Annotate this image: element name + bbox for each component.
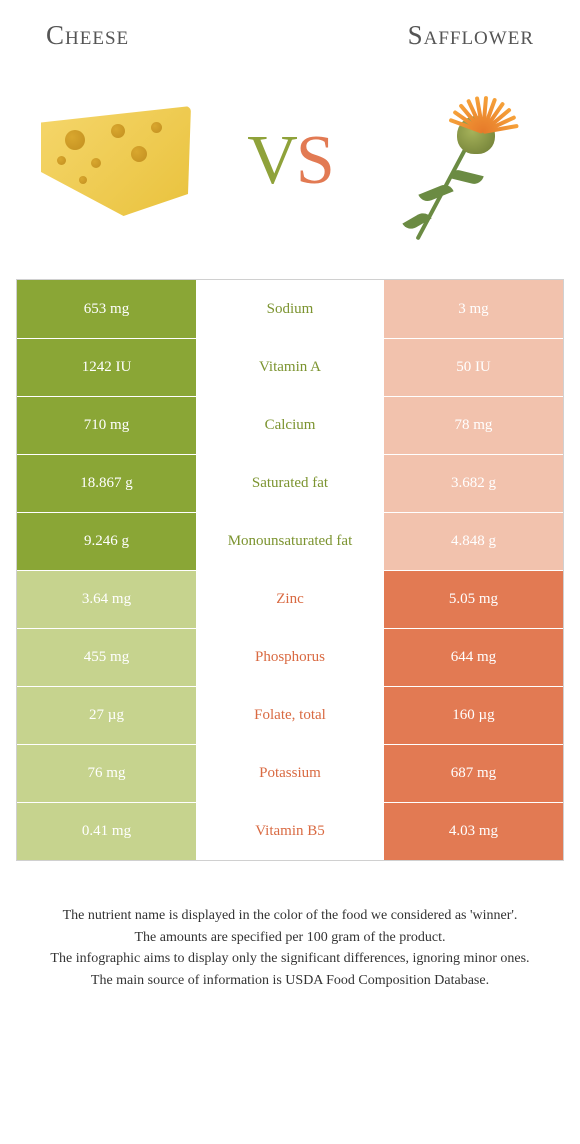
cheese-image xyxy=(26,76,206,246)
right-value-cell: 5.05 mg xyxy=(384,571,563,628)
footer-notes: The nutrient name is displayed in the co… xyxy=(16,905,564,1022)
nutrient-name-cell: Zinc xyxy=(196,571,384,628)
nutrient-name-cell: Vitamin B5 xyxy=(196,803,384,860)
nutrient-name-cell: Monounsaturated fat xyxy=(196,513,384,570)
vs-label: VS xyxy=(247,121,333,201)
nutrient-name-cell: Folate, total xyxy=(196,687,384,744)
table-row: 710 mgCalcium78 mg xyxy=(17,396,563,454)
safflower-image xyxy=(374,76,554,246)
left-value-cell: 455 mg xyxy=(17,629,196,686)
vs-s: S xyxy=(296,122,333,199)
hero-row: VS xyxy=(16,71,564,251)
left-value-cell: 653 mg xyxy=(17,280,196,338)
table-row: 3.64 mgZinc5.05 mg xyxy=(17,570,563,628)
right-value-cell: 160 µg xyxy=(384,687,563,744)
table-row: 9.246 gMonounsaturated fat4.848 g xyxy=(17,512,563,570)
footer-line: The amounts are specified per 100 gram o… xyxy=(28,927,552,949)
table-row: 18.867 gSaturated fat3.682 g xyxy=(17,454,563,512)
left-value-cell: 9.246 g xyxy=(17,513,196,570)
right-value-cell: 4.848 g xyxy=(384,513,563,570)
table-row: 76 mgPotassium687 mg xyxy=(17,744,563,802)
left-food-title: Cheese xyxy=(46,20,129,51)
left-value-cell: 76 mg xyxy=(17,745,196,802)
vs-v: V xyxy=(247,122,296,199)
left-value-cell: 27 µg xyxy=(17,687,196,744)
nutrient-name-cell: Sodium xyxy=(196,280,384,338)
left-value-cell: 18.867 g xyxy=(17,455,196,512)
header: Cheese Safflower xyxy=(16,20,564,51)
left-value-cell: 3.64 mg xyxy=(17,571,196,628)
comparison-table: 653 mgSodium3 mg1242 IUVitamin A50 IU710… xyxy=(16,279,564,861)
right-value-cell: 50 IU xyxy=(384,339,563,396)
left-value-cell: 710 mg xyxy=(17,397,196,454)
right-value-cell: 3.682 g xyxy=(384,455,563,512)
right-value-cell: 644 mg xyxy=(384,629,563,686)
right-value-cell: 687 mg xyxy=(384,745,563,802)
nutrient-name-cell: Vitamin A xyxy=(196,339,384,396)
footer-line: The nutrient name is displayed in the co… xyxy=(28,905,552,927)
nutrient-name-cell: Potassium xyxy=(196,745,384,802)
nutrient-name-cell: Phosphorus xyxy=(196,629,384,686)
left-value-cell: 1242 IU xyxy=(17,339,196,396)
right-value-cell: 78 mg xyxy=(384,397,563,454)
table-row: 455 mgPhosphorus644 mg xyxy=(17,628,563,686)
table-row: 1242 IUVitamin A50 IU xyxy=(17,338,563,396)
nutrient-name-cell: Saturated fat xyxy=(196,455,384,512)
nutrient-name-cell: Calcium xyxy=(196,397,384,454)
cheese-icon xyxy=(31,96,201,226)
right-value-cell: 4.03 mg xyxy=(384,803,563,860)
table-row: 653 mgSodium3 mg xyxy=(17,280,563,338)
right-value-cell: 3 mg xyxy=(384,280,563,338)
table-row: 0.41 mgVitamin B54.03 mg xyxy=(17,802,563,860)
right-food-title: Safflower xyxy=(408,20,534,51)
footer-line: The main source of information is USDA F… xyxy=(28,970,552,992)
table-row: 27 µgFolate, total160 µg xyxy=(17,686,563,744)
left-value-cell: 0.41 mg xyxy=(17,803,196,860)
safflower-icon xyxy=(379,76,549,246)
footer-line: The infographic aims to display only the… xyxy=(28,948,552,970)
